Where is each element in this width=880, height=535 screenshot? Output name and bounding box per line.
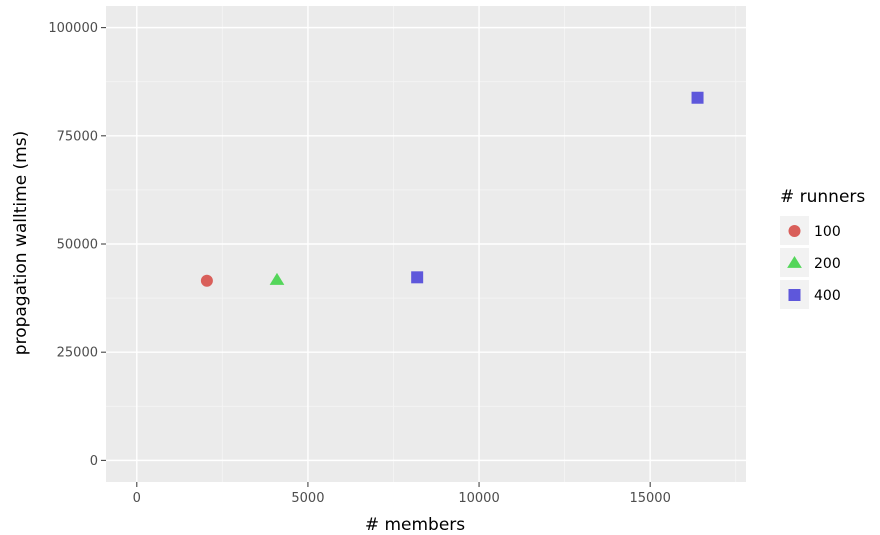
legend-item-400[interactable]: 400 [780,280,841,309]
major-gridlines [106,6,746,482]
point-series-400-0 [411,271,424,284]
y-tick-label-3: 75000 [57,129,98,144]
point-series-200-0 [269,272,285,285]
x-axis-title: # members [365,515,465,535]
x-axis-ticks: 0 5000 10000 15000 [133,482,671,506]
y-axis-title: propagation walltime (ms) [11,131,31,355]
x-tick-label-0: 0 [133,491,141,506]
data-points [200,91,704,287]
y-axis-ticks: 0 25000 50000 75000 100000 [48,21,106,469]
legend-item-label: 400 [814,288,841,304]
legend-item-label: 200 [814,256,841,272]
legend[interactable]: # runners 100 200 400 [780,187,865,309]
x-tick-label-1: 5000 [291,491,324,506]
y-tick-label-1: 25000 [57,346,98,361]
point-series-100-0 [200,274,213,287]
legend-key-circle-marker [788,225,801,237]
y-tick-label-4: 100000 [48,21,98,36]
point-series-400-1 [691,91,704,104]
y-tick-label-0: 0 [90,454,98,469]
legend-key-square-marker [788,289,801,301]
y-tick-label-2: 50000 [57,238,98,253]
legend-title: # runners [780,187,865,207]
legend-item-100[interactable]: 100 [780,216,841,245]
x-tick-label-3: 15000 [629,491,670,506]
legend-key-triangle-marker [787,256,802,268]
legend-item-200[interactable]: 200 [780,248,841,277]
legend-item-label: 100 [814,224,841,240]
x-tick-label-2: 10000 [458,491,499,506]
